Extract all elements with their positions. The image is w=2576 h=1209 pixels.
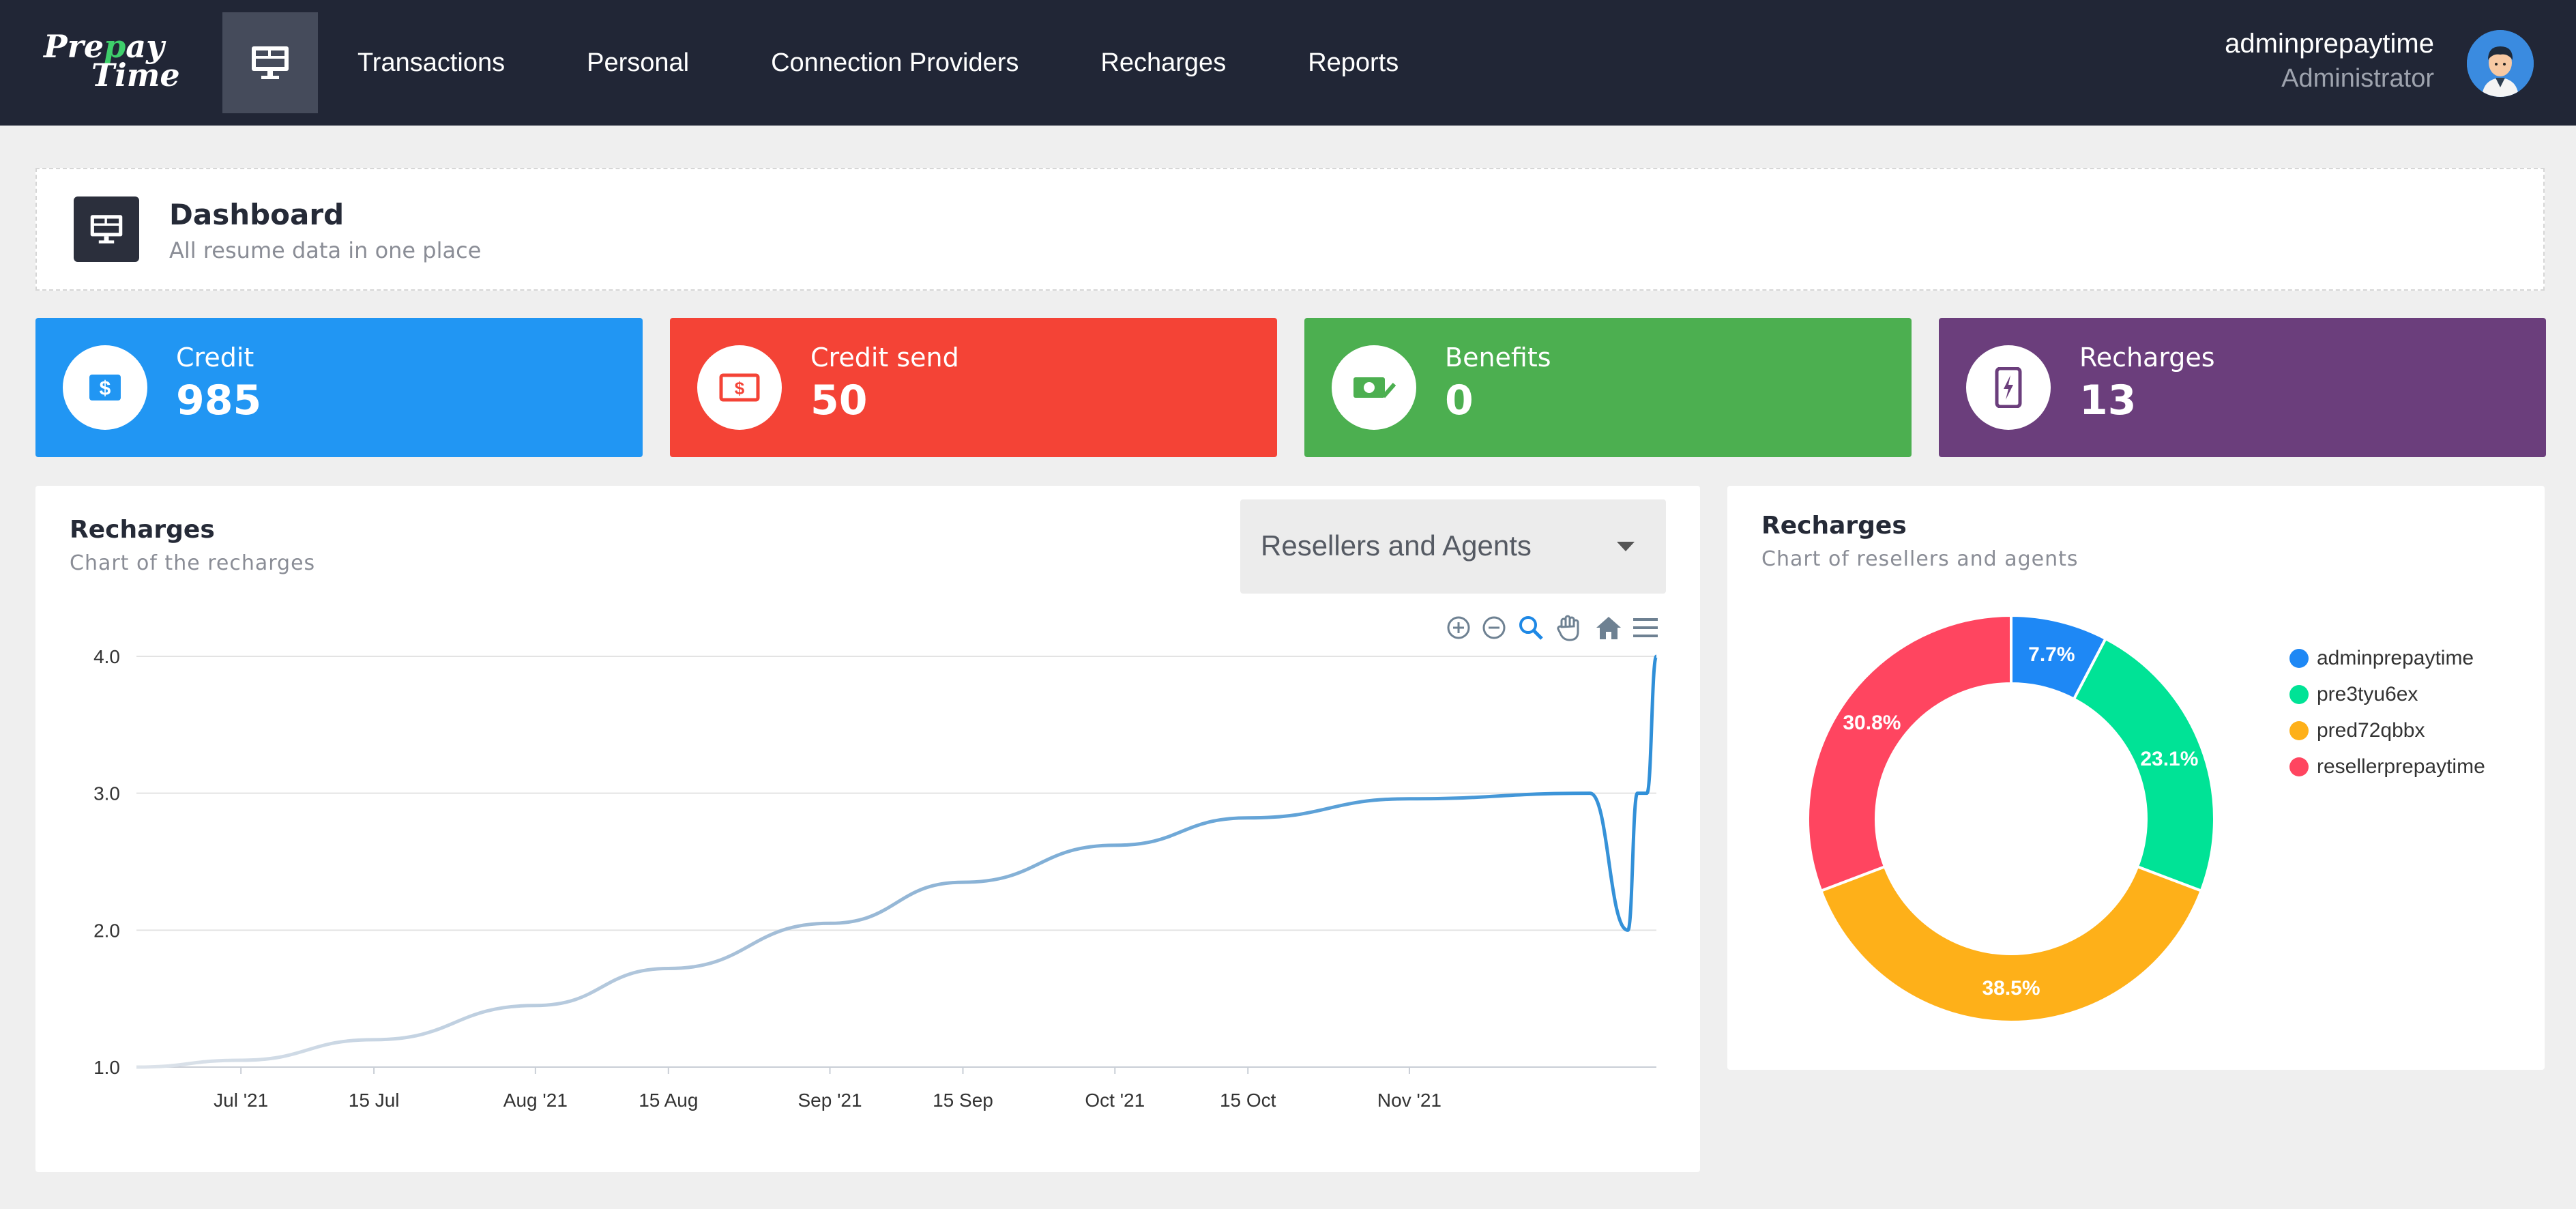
x-tick-label: 15 Sep bbox=[933, 1090, 993, 1111]
legend-item-resellerprepaytime[interactable]: resellerprepaytime bbox=[2289, 755, 2485, 778]
reseller-filter-select[interactable]: Resellers and Agents bbox=[1240, 499, 1666, 594]
x-tick-label: 15 Oct bbox=[1220, 1090, 1276, 1111]
user-info[interactable]: adminprepaytime Administrator bbox=[2225, 26, 2434, 96]
nav-connection-providers[interactable]: Connection Providers bbox=[771, 48, 1019, 77]
main-nav: Transactions Personal Connection Provide… bbox=[357, 0, 1480, 126]
legend-item-pre3tyu6ex[interactable]: pre3tyu6ex bbox=[2289, 683, 2418, 706]
page-title: Dashboard bbox=[169, 198, 345, 231]
donut-slice-resellerprepaytime[interactable] bbox=[1806, 613, 2012, 893]
x-tick-label: Aug '21 bbox=[503, 1090, 568, 1111]
zoom-in-icon[interactable] bbox=[1445, 614, 1472, 641]
select-value: Resellers and Agents bbox=[1261, 529, 1532, 562]
reset-home-icon[interactable] bbox=[1595, 614, 1622, 641]
nav-transactions[interactable]: Transactions bbox=[357, 48, 506, 77]
stat-value: 50 bbox=[810, 377, 868, 424]
top-navbar: Prepay Time Transactions Personal Connec… bbox=[0, 0, 2576, 126]
legend-item-adminprepaytime[interactable]: adminprepaytime bbox=[2289, 647, 2474, 670]
chevron-down-icon bbox=[1617, 542, 1635, 551]
legend-marker bbox=[2289, 649, 2309, 668]
x-tick-label: 15 Jul bbox=[349, 1090, 400, 1111]
x-tick-label: 15 Aug bbox=[639, 1090, 698, 1111]
zoom-out-icon[interactable] bbox=[1480, 614, 1508, 641]
donut-slice-label: 23.1% bbox=[2140, 748, 2198, 770]
money-check-icon bbox=[1353, 377, 1396, 398]
stat-label: Recharges bbox=[2079, 343, 2215, 373]
user-name: adminprepaytime bbox=[2225, 29, 2434, 59]
dashboard-icon bbox=[74, 196, 139, 262]
x-tick-label: Jul '21 bbox=[214, 1090, 268, 1111]
page-subtitle: All resume data in one place bbox=[169, 237, 482, 263]
selection-zoom-icon[interactable] bbox=[1517, 614, 1545, 641]
recharges-line-chart: 1.0 2.0 3.0 4.0 Jul '21 15 Jul Aug '21 15 Aug Se… bbox=[93, 646, 1658, 1111]
donut-slice-pred72qbbx[interactable] bbox=[1819, 864, 2204, 1023]
nav-personal[interactable]: Personal bbox=[587, 48, 690, 77]
donut-slice-label: 7.7% bbox=[2028, 643, 2075, 666]
stat-label: Benefits bbox=[1445, 343, 1551, 373]
legend-item-pred72qbbx[interactable]: pred72qbbx bbox=[2289, 719, 2425, 742]
monitor-icon bbox=[90, 215, 123, 244]
y-tick-label: 2.0 bbox=[93, 920, 120, 941]
legend-marker bbox=[2289, 757, 2309, 776]
donut-slice-pre3tyu6ex[interactable] bbox=[2072, 637, 2216, 893]
legend-label: pre3tyu6ex bbox=[2317, 683, 2418, 705]
legend-marker bbox=[2289, 685, 2309, 704]
dashboard-header: Dashboard All resume data in one place bbox=[35, 168, 2545, 291]
legend-label: pred72qbbx bbox=[2317, 719, 2425, 742]
stat-value: 985 bbox=[176, 377, 262, 424]
stat-value: 13 bbox=[2079, 377, 2137, 424]
user-avatar-icon bbox=[2467, 30, 2534, 97]
stat-card-recharges[interactable]: Recharges 13 bbox=[1939, 318, 2546, 457]
svg-text:$: $ bbox=[735, 378, 745, 398]
prepaytime-logo[interactable]: Prepay Time bbox=[44, 28, 180, 93]
y-tick-label: 1.0 bbox=[93, 1057, 120, 1078]
stat-card-benefits[interactable]: Benefits 0 bbox=[1304, 318, 1912, 457]
dashboard-nav-button[interactable] bbox=[222, 12, 318, 113]
avatar[interactable] bbox=[2467, 30, 2534, 97]
nav-reports[interactable]: Reports bbox=[1308, 48, 1399, 77]
x-tick-label: Nov '21 bbox=[1377, 1090, 1441, 1111]
nav-recharges[interactable]: Recharges bbox=[1100, 48, 1227, 77]
stat-card-credit[interactable]: $ Credit 985 bbox=[35, 318, 643, 457]
donut-panel-title: Recharges bbox=[1761, 512, 1907, 540]
donut-slice-label: 38.5% bbox=[1982, 977, 2040, 1000]
stat-label: Credit send bbox=[810, 343, 959, 373]
legend-marker bbox=[2289, 721, 2309, 740]
y-tick-label: 4.0 bbox=[93, 646, 120, 667]
stat-card-credit-send[interactable]: $ Credit send 50 bbox=[670, 318, 1277, 457]
user-role: Administrator bbox=[2281, 64, 2434, 93]
legend-label: resellerprepaytime bbox=[2317, 755, 2485, 778]
resellers-donut-chart: 7.7% 23.1% 38.5% 30.8% bbox=[1806, 613, 2216, 1023]
dollar-icon: $ bbox=[89, 375, 121, 400]
line-panel-title: Recharges bbox=[70, 516, 215, 544]
line-panel-subtitle: Chart of the recharges bbox=[70, 551, 316, 575]
x-tick-label: Sep '21 bbox=[797, 1090, 862, 1111]
svg-text:$: $ bbox=[100, 377, 111, 400]
stat-value: 0 bbox=[1445, 377, 1474, 424]
pan-hand-icon[interactable] bbox=[1555, 614, 1583, 641]
y-tick-label: 3.0 bbox=[93, 783, 120, 804]
money-bill-icon: $ bbox=[719, 373, 760, 402]
monitor-icon bbox=[252, 46, 289, 79]
donut-slice-label: 30.8% bbox=[1843, 712, 1901, 734]
x-tick-label: Oct '21 bbox=[1085, 1090, 1145, 1111]
legend-label: adminprepaytime bbox=[2317, 647, 2474, 669]
recharges-series-line[interactable] bbox=[136, 654, 1658, 1069]
menu-icon[interactable] bbox=[1632, 614, 1659, 641]
recharges-line-panel bbox=[35, 486, 1700, 1172]
stat-label: Credit bbox=[176, 343, 254, 373]
phone-bolt-icon bbox=[1995, 367, 2022, 408]
donut-panel-subtitle: Chart of resellers and agents bbox=[1761, 547, 2079, 571]
